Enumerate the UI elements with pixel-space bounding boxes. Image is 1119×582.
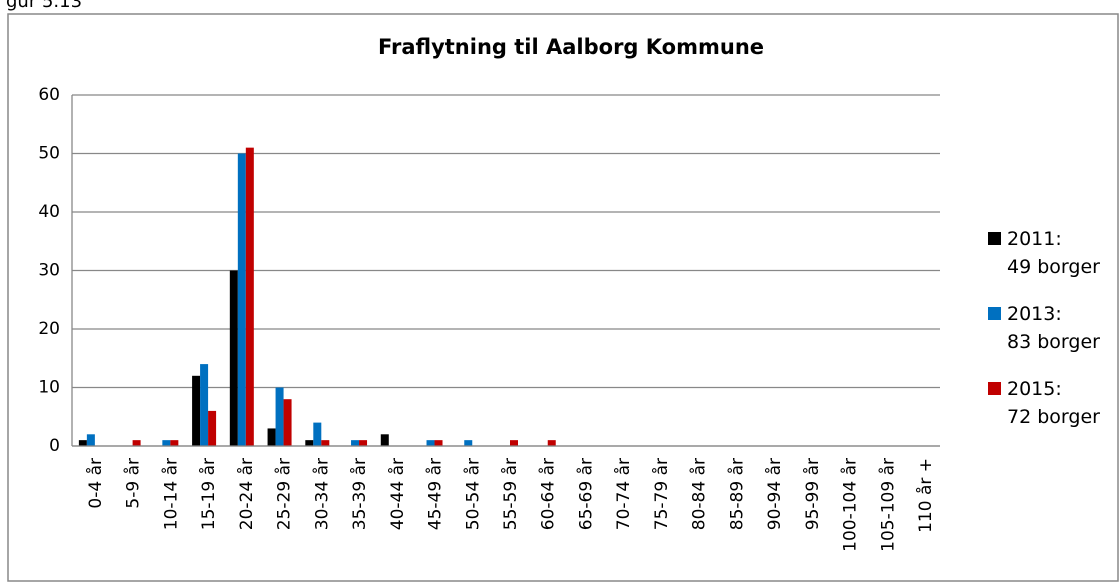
x-tick-label: 50-54 år <box>462 458 483 530</box>
x-tick-label: 45-49 år <box>425 458 446 530</box>
x-tick-label: 100-104 år <box>840 458 861 552</box>
bar <box>245 147 254 446</box>
x-tick-label: 0-4 år <box>85 458 106 509</box>
bar <box>208 410 217 446</box>
chart-frame <box>7 13 1119 582</box>
x-tick-label: 5-9 år <box>123 458 144 509</box>
bar <box>434 440 443 446</box>
x-tick-label: 55-59 år <box>500 458 521 530</box>
bar <box>547 440 556 446</box>
x-tick-label: 75-79 år <box>651 458 672 530</box>
bar <box>267 428 276 446</box>
x-tick-label: 30-34 år <box>311 458 332 530</box>
y-tick-label: 0 <box>49 436 60 456</box>
legend-label: 2013: 83 borger <box>1007 303 1100 353</box>
bar <box>275 387 284 446</box>
legend-label: 2011: 49 borger <box>1007 228 1100 278</box>
x-tick-label: 85-89 år <box>726 458 747 530</box>
bar <box>321 440 330 446</box>
x-tick-label: 95-99 år <box>802 458 823 530</box>
x-tick-label: 35-39 år <box>349 458 370 530</box>
x-tick-label: 80-84 år <box>689 458 710 530</box>
x-tick-label: 25-29 år <box>274 458 295 530</box>
bar <box>313 422 322 446</box>
bar <box>237 153 246 446</box>
y-tick-label: 10 <box>38 378 60 398</box>
bar <box>132 440 141 446</box>
legend-swatch <box>988 382 1001 395</box>
x-tick-label: 20-24 år <box>236 458 257 530</box>
chart-title: Fraflytning til Aalborg Kommune <box>378 35 764 59</box>
bar <box>86 434 95 446</box>
bar <box>305 440 314 446</box>
y-tick-label: 20 <box>38 319 60 339</box>
bar <box>359 440 368 446</box>
x-tick-label: 15-19 år <box>198 458 219 530</box>
x-tick-label: 60-64 år <box>538 458 559 530</box>
bar <box>510 440 518 446</box>
bar <box>426 440 435 446</box>
bar <box>170 440 179 446</box>
x-tick-label: 70-74 år <box>613 458 634 530</box>
bar <box>283 399 292 446</box>
legend-swatch <box>988 307 1001 320</box>
figure-label: gur 5.13 <box>6 0 82 12</box>
y-tick-label: 30 <box>38 261 60 281</box>
y-tick-label: 60 <box>38 85 60 105</box>
x-tick-label: 90-94 år <box>764 458 785 530</box>
legend-label: 2015: 72 borger <box>1007 378 1100 428</box>
x-tick-label: 40-44 år <box>387 458 408 530</box>
x-tick-label: 10-14 år <box>160 458 181 530</box>
bar <box>380 434 389 446</box>
bar <box>192 375 201 446</box>
bar <box>229 270 238 446</box>
bar <box>78 440 87 446</box>
bar <box>464 440 473 446</box>
bar <box>351 440 360 446</box>
x-tick-label: 110 år + <box>915 458 936 533</box>
legend-swatch <box>988 232 1001 245</box>
y-tick-label: 40 <box>38 202 60 222</box>
y-tick-label: 50 <box>38 144 60 164</box>
x-tick-label: 105-109 år <box>877 458 898 552</box>
x-tick-label: 65-69 år <box>575 458 596 530</box>
bar <box>162 440 171 446</box>
bar <box>200 364 209 446</box>
